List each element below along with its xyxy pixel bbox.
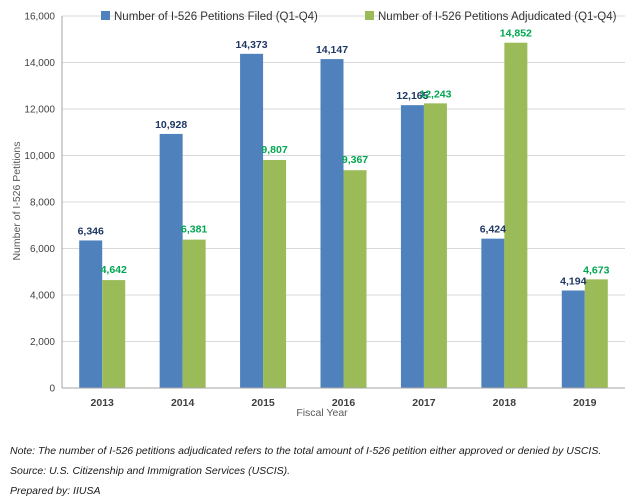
y-axis-ticks: 0 2,000 4,000 6,000 8,000 10,000 12,000 14,000 1… [24,12,55,395]
bar-adjudicated [584,279,608,388]
y-tick-label: 2,000 [30,337,55,348]
x-tick-label: 2019 [573,397,597,409]
bar-filed [400,105,424,388]
bar-adjudicated [102,280,126,388]
bar-adjudicated [343,170,367,388]
data-label-filed: 4,194 [560,275,586,287]
y-tick-label: 10,000 [24,151,55,162]
bar-filed [481,238,505,388]
legend-label-adjudicated: Number of I-526 Petitions Adjudicated (Q… [378,11,617,23]
legend-label-filed: Number of I-526 Petitions Filed (Q1-Q4) [114,11,318,23]
x-axis-title: Fiscal Year [296,407,348,419]
data-label-adjudicated: 9,367 [342,154,368,166]
y-axis-title: Number of I-526 Petitions [11,141,23,260]
bar-filed [320,59,344,389]
data-label-filed: 10,928 [155,119,187,131]
legend: Number of I-526 Petitions Filed (Q1-Q4) … [101,11,617,23]
bar-filed [240,53,264,388]
data-label-filed: 6,424 [480,224,506,236]
bar-filed [561,290,585,388]
y-tick-label: 8,000 [30,198,55,209]
legend-swatch-filed [101,11,110,20]
y-tick-label: 16,000 [24,12,55,23]
x-axis-ticks: 2013 2014 2015 2016 2017 2018 2019 [91,397,597,409]
x-tick-label: 2016 [332,397,356,409]
bars [79,42,608,389]
data-labels: 6,346 4,642 10,928 6,381 14,373 9,807 14,147 9,… [78,28,610,288]
data-label-filed: 14,373 [236,39,268,51]
note-text: Note: The number of I-526 petitions adju… [10,445,602,457]
bar-chart: 0 2,000 4,000 6,000 8,000 10,000 12,000 14,000 1… [11,11,625,419]
data-label-adjudicated: 4,673 [583,264,609,276]
y-tick-label: 6,000 [30,244,55,255]
x-tick-label: 2015 [251,397,275,409]
data-label-filed: 12,165 [396,90,428,102]
data-label-adjudicated: 14,852 [500,28,532,40]
y-tick-label: 4,000 [30,291,55,302]
data-label-filed: 6,346 [78,225,104,237]
bar-filed [79,240,103,388]
bar-adjudicated [263,159,287,388]
x-tick-label: 2013 [91,397,115,409]
source-text: Source: U.S. Citizenship and Immigration… [10,465,291,477]
x-tick-label: 2018 [493,397,517,409]
data-label-adjudicated: 9,807 [261,144,287,156]
bar-adjudicated [182,239,206,388]
bar-filed [159,133,183,388]
x-tick-label: 2014 [171,397,195,409]
bar-adjudicated [423,103,447,388]
y-tick-label: 12,000 [24,105,55,116]
x-tick-label: 2017 [412,397,436,409]
data-label-adjudicated: 12,243 [419,88,451,100]
bar-adjudicated [504,42,528,388]
prepared-by-text: Prepared by: IIUSA [10,485,101,497]
legend-swatch-adjudicated [365,11,374,20]
data-label-filed: 14,147 [316,44,348,56]
y-tick-label: 14,000 [24,58,55,69]
y-tick-label: 0 [49,384,55,395]
footnotes: Note: The number of I-526 petitions adju… [10,441,630,501]
data-label-adjudicated: 4,642 [101,264,127,276]
data-label-adjudicated: 6,381 [181,224,207,236]
